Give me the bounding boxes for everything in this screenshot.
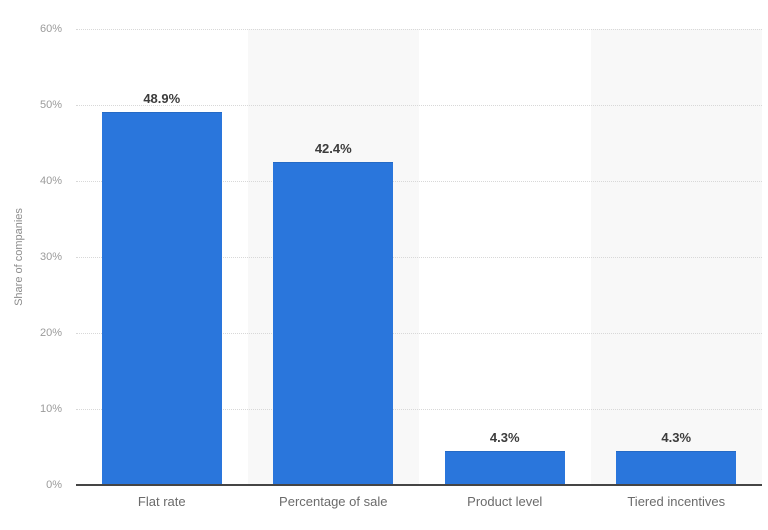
category-label-tiered-incentives: Tiered incentives [627, 494, 726, 509]
bar-percentage-of-sale[interactable] [273, 161, 394, 485]
y-tick-label-50: 50% [39, 99, 62, 111]
gridline-10 [76, 409, 762, 410]
y-tick-label-0: 0% [46, 479, 62, 491]
category-label-percentage-of-sale: Percentage of sale [279, 494, 388, 509]
y-tick-label-20: 20% [39, 327, 62, 339]
category-label-flat-rate: Flat rate [137, 494, 186, 509]
value-label-percentage-of-sale: 42.4% [314, 140, 352, 156]
gridline-60 [76, 29, 762, 30]
gridline-30 [76, 257, 762, 258]
y-tick-label-60: 60% [39, 23, 62, 35]
gridline-40 [76, 181, 762, 182]
value-label-flat-rate: 48.9% [143, 91, 181, 107]
bar-flat-rate[interactable] [101, 112, 222, 485]
bars-layer [76, 29, 762, 485]
gridline-50 [76, 105, 762, 106]
gridlines-layer [76, 29, 762, 485]
labels-layer: 0% 10% 20% 30% 40% 50% 60% 48.9% Flat rate 42.4% P… [40, 23, 762, 509]
y-tick-label-40: 40% [39, 175, 62, 187]
x-axis-line [76, 484, 762, 486]
bar-tiered-incentives[interactable] [616, 451, 737, 485]
value-label-tiered-incentives: 4.3% [661, 430, 692, 446]
y-tick-label-30: 30% [39, 251, 62, 263]
y-tick-label-10: 10% [39, 403, 62, 415]
gridline-20 [76, 333, 762, 334]
category-label-product-level: Product level [467, 494, 543, 509]
y-axis-title: Share of companies [13, 208, 25, 306]
plot-area: 0% 10% 20% 30% 40% 50% 60% 48.9% Flat rate 42.4% P… [40, 23, 762, 509]
value-label-product-level: 4.3% [489, 430, 520, 446]
bar-product-level[interactable] [444, 451, 565, 485]
